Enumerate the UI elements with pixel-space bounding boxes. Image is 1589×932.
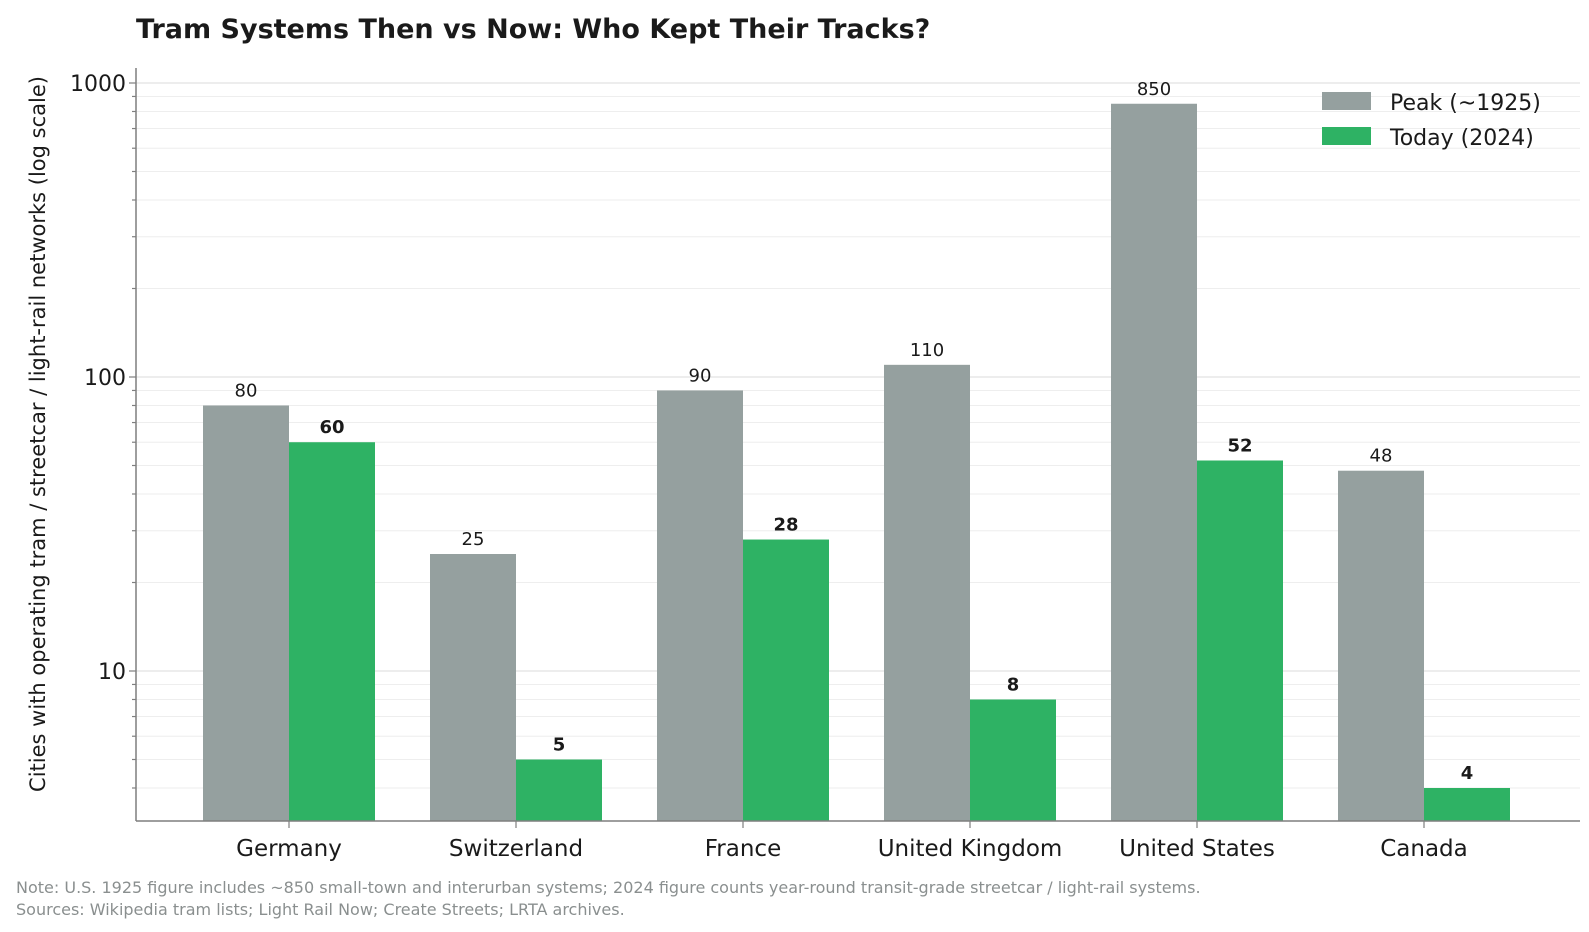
data-label-today: 60 (319, 417, 344, 438)
y-tick-label: 1000 (70, 72, 126, 97)
data-label-today: 8 (1007, 674, 1020, 695)
bar-peak (430, 554, 516, 821)
bar-peak (884, 364, 970, 821)
y-ticks: 10 100 1000 (70, 72, 136, 789)
bar-today (1424, 787, 1510, 821)
x-tick-label: Germany (236, 836, 342, 862)
chart-title: Tram Systems Then vs Now: Who Kept Their… (136, 14, 930, 45)
sources-text: Sources: Wikipedia tram lists; Light Rai… (16, 900, 625, 919)
data-label-peak: 110 (910, 340, 944, 361)
legend-swatch-peak (1322, 92, 1371, 110)
data-label-peak: 25 (462, 529, 485, 550)
data-label-today: 28 (773, 515, 798, 536)
x-tick-label: United Kingdom (878, 836, 1063, 862)
y-tick-label: 10 (98, 660, 126, 685)
y-axis-label: Cities with operating tram / streetcar /… (26, 76, 50, 792)
x-tick-label: United States (1119, 836, 1275, 862)
bar-today (516, 759, 602, 821)
bar-today (743, 539, 829, 821)
bar-today (289, 442, 375, 821)
bar-labels: 80 60 25 5 90 28 110 8 850 52 48 4 (235, 79, 1474, 784)
y-tick-label: 100 (84, 366, 126, 391)
data-label-peak: 80 (235, 380, 258, 401)
x-ticks: Germany Switzerland France United Kingdom Un… (236, 821, 1468, 862)
axes (135, 68, 1580, 822)
bars (203, 103, 1510, 821)
data-label-today: 52 (1227, 435, 1252, 456)
bar-today (1197, 460, 1283, 821)
bar-peak (1111, 103, 1197, 821)
bar-peak (1338, 470, 1424, 821)
legend-swatch-today (1322, 127, 1371, 145)
legend: Peak (~1925) Today (2024) (1322, 91, 1541, 151)
data-label-today: 4 (1461, 763, 1474, 784)
bar-peak (203, 405, 289, 821)
legend-label-peak: Peak (~1925) (1390, 91, 1541, 116)
x-tick-label: Switzerland (449, 836, 583, 862)
note-text: Note: U.S. 1925 figure includes ~850 sma… (16, 878, 1201, 897)
data-label-peak: 48 (1370, 446, 1393, 467)
data-label-today: 5 (553, 735, 566, 756)
x-tick-label: Canada (1380, 836, 1468, 862)
bar-today (970, 699, 1056, 821)
legend-label-today: Today (2024) (1389, 126, 1534, 151)
data-label-peak: 850 (1137, 79, 1171, 100)
data-label-peak: 90 (689, 365, 712, 386)
bar-peak (657, 390, 743, 821)
x-tick-label: France (705, 836, 781, 862)
